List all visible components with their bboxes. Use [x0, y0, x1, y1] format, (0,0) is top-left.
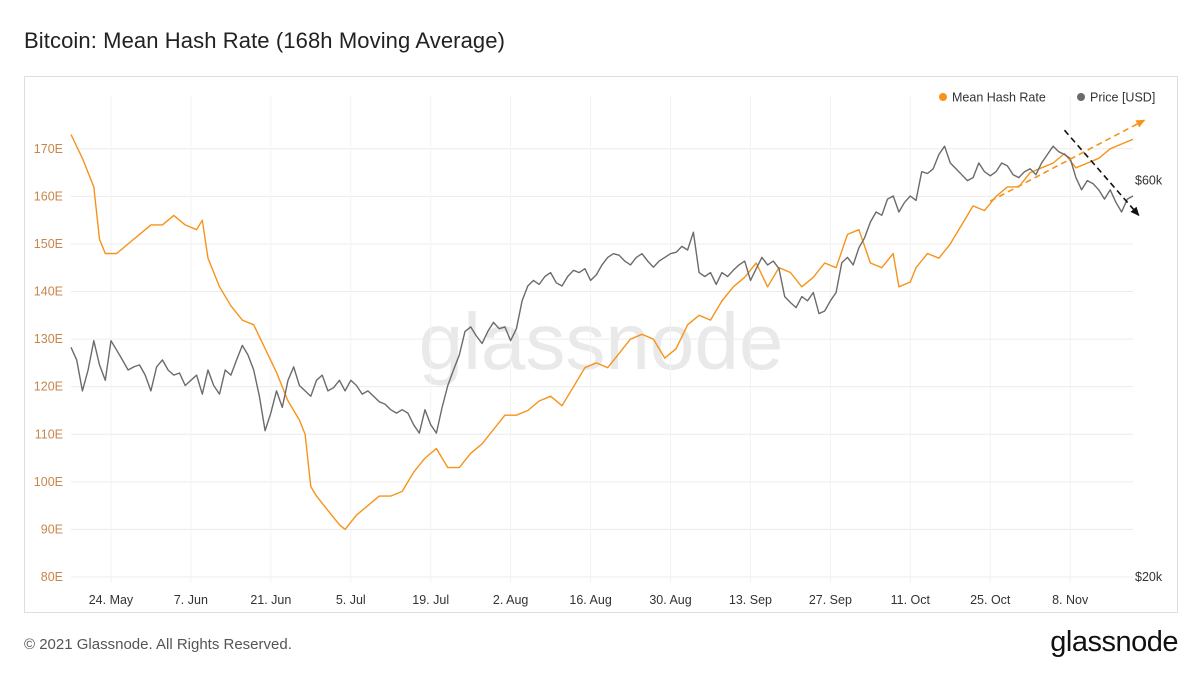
y-left-tick-label: 160E	[34, 189, 63, 203]
price-downtrend-arrow	[1063, 129, 1140, 217]
legend[interactable]: Mean Hash Rate Price [USD]	[939, 91, 1155, 105]
y-left-tick-label: 110E	[35, 427, 63, 441]
legend-label: Price [USD]	[1090, 91, 1155, 105]
y-right-tick-label: $20k	[1135, 570, 1163, 584]
hash-rate-price-chart[interactable]: glassnode 80E 90E 100E 110E 120E 130E 140E 150E…	[25, 77, 1177, 612]
y-left-tick-label: 80E	[41, 570, 63, 584]
y-left-tick-label: 140E	[34, 285, 63, 299]
page-title: Bitcoin: Mean Hash Rate (168h Moving Ave…	[24, 28, 506, 53]
glassnode-logo[interactable]: glassnode	[1050, 626, 1178, 658]
series-layer	[70, 134, 1134, 531]
legend-label: Mean Hash Rate	[952, 91, 1046, 105]
x-tick-label: 5. Jul	[336, 593, 366, 607]
legend-item-price[interactable]: Price [USD]	[1077, 91, 1155, 105]
legend-hash-marker	[939, 93, 947, 101]
x-tick-label: 19. Jul	[412, 593, 449, 607]
y-left-tick-label: 120E	[34, 380, 63, 394]
x-tick-label: 16. Aug	[569, 593, 611, 607]
legend-item-hash[interactable]: Mean Hash Rate	[939, 91, 1046, 105]
x-tick-label: 13. Sep	[729, 593, 772, 607]
x-tick-label: 7. Jun	[174, 593, 208, 607]
mean-hash-rate-line	[70, 134, 1134, 531]
legend-price-marker	[1077, 93, 1085, 101]
annotations	[989, 119, 1146, 217]
grid	[71, 95, 1133, 583]
price-line	[70, 145, 1134, 434]
chart-panel: glassnode 80E 90E 100E 110E 120E 130E 140E 150E…	[24, 76, 1178, 613]
x-tick-label: 30. Aug	[649, 593, 691, 607]
x-tick-label: 24. May	[89, 593, 134, 607]
y-left-tick-label: 100E	[34, 475, 63, 489]
x-tick-label: 25. Oct	[970, 593, 1011, 607]
y-left-tick-label: 130E	[34, 332, 63, 346]
y-left-tick-label: 150E	[34, 237, 63, 251]
x-tick-label: 11. Oct	[891, 593, 931, 607]
x-tick-label: 27. Sep	[809, 593, 852, 607]
copyright-text: © 2021 Glassnode. All Rights Reserved.	[24, 636, 292, 653]
y-left-tick-label: 170E	[34, 142, 63, 156]
x-tick-label: 2. Aug	[493, 593, 528, 607]
watermark: glassnode	[419, 297, 784, 386]
y-right-tick-label: $60k	[1135, 174, 1163, 188]
x-tick-label: 8. Nov	[1052, 593, 1089, 607]
x-tick-label: 21. Jun	[250, 593, 291, 607]
hash-rate-uptrend-arrow	[989, 119, 1146, 202]
axes: 80E 90E 100E 110E 120E 130E 140E 150E 160E 170E 24…	[34, 142, 1163, 607]
y-left-tick-label: 90E	[41, 522, 63, 536]
